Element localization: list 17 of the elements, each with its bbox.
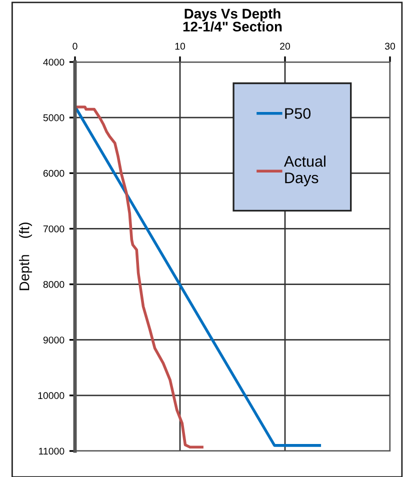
y-tick-label: 5000: [43, 114, 64, 122]
y-axis-title: Depth (ft): [19, 222, 32, 290]
y-tick-label: 10000: [38, 392, 64, 400]
line-series: [75, 106, 204, 448]
x-tick-label: 30: [384, 42, 396, 50]
y-tick-label: 6000: [43, 170, 64, 177]
y-tick-label: 4000: [43, 58, 64, 66]
x-tick-label: 10: [175, 42, 186, 50]
x-tick-label: 0: [72, 42, 78, 50]
y-tick-label: 8000: [43, 281, 64, 288]
y-tick-label: 11000: [39, 448, 64, 455]
x-tick-label: 20: [280, 42, 290, 50]
legend-label: P50: [285, 108, 311, 119]
y-tick-label: 7000: [43, 225, 64, 232]
y-tick-label: 9000: [43, 336, 64, 344]
chart-title: Days Vs Depth 12-1/4" Section: [183, 8, 282, 32]
legend-label: Actual Days: [284, 156, 326, 186]
